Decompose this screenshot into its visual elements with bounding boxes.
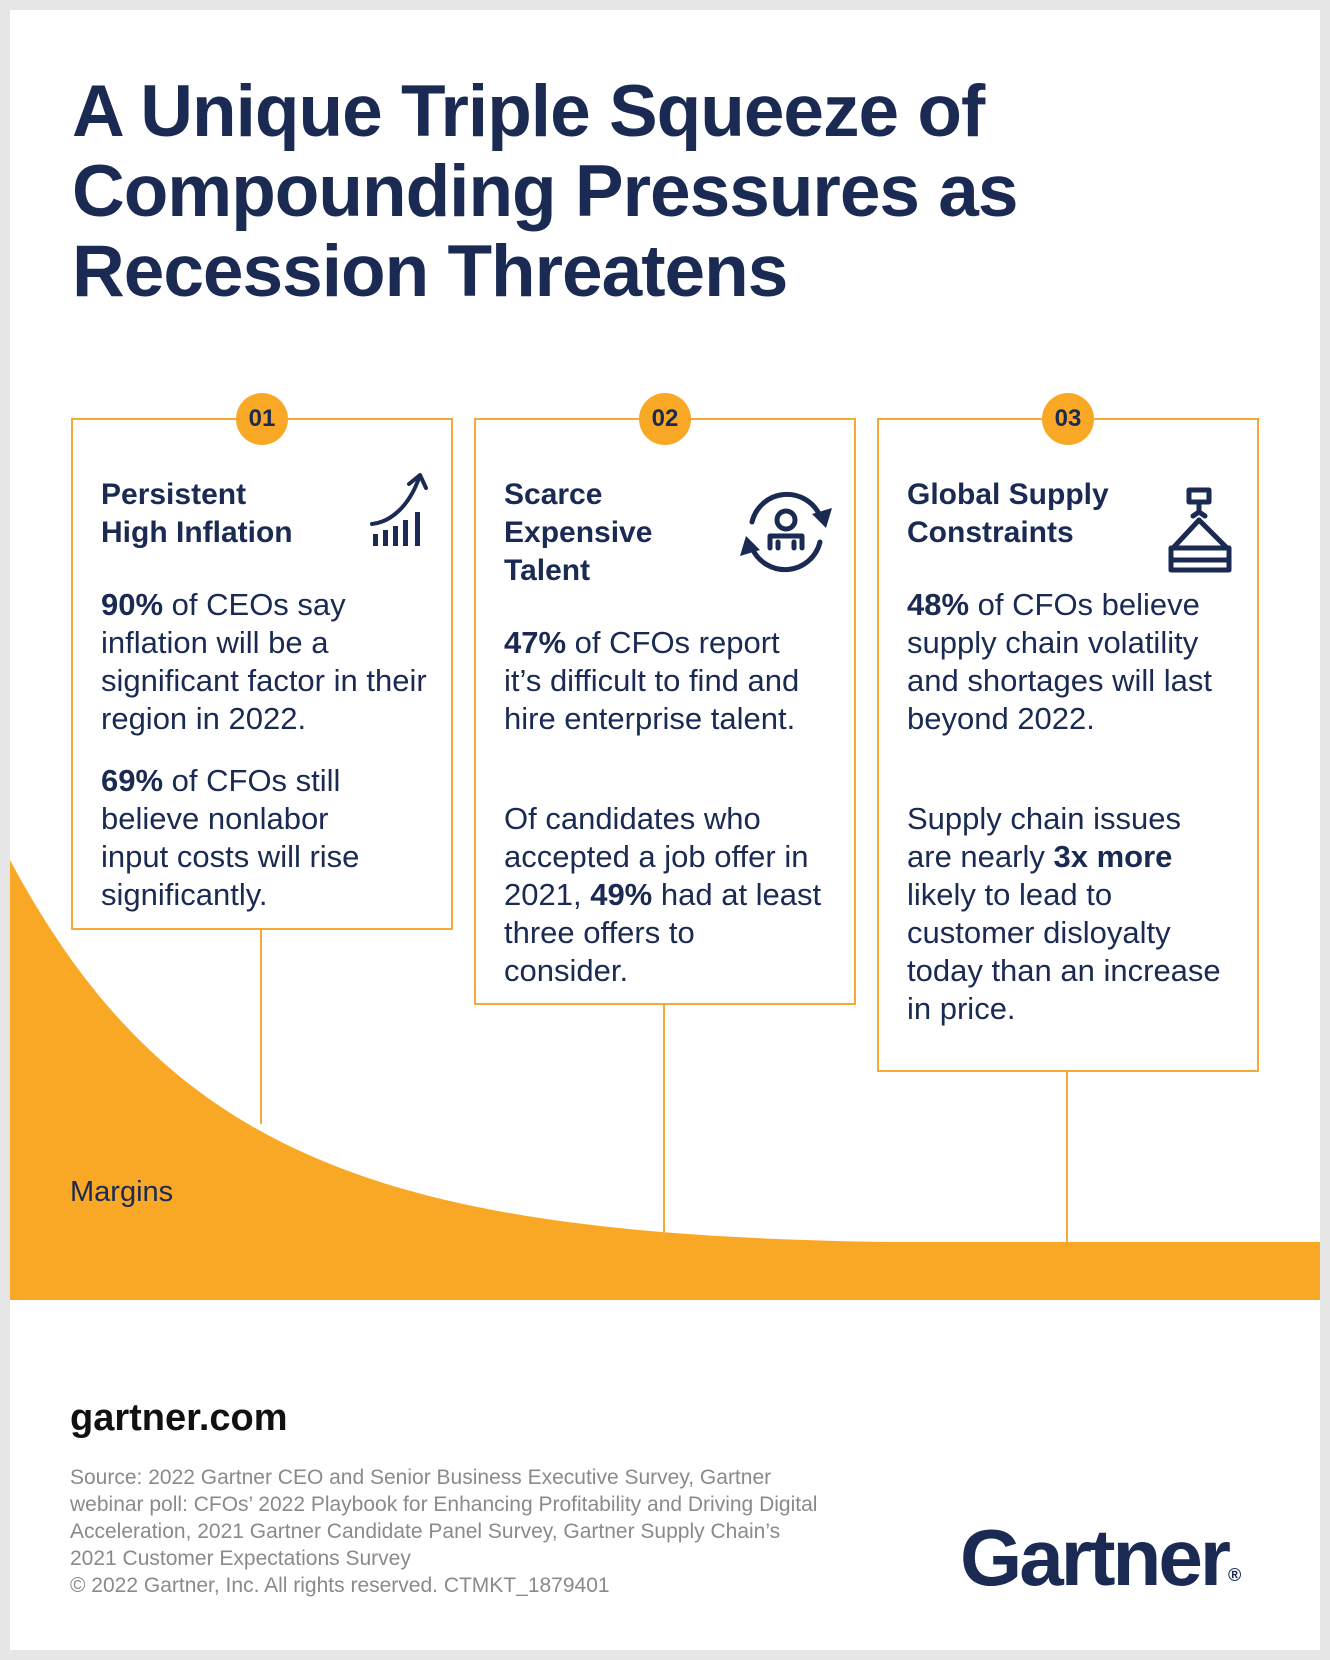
number-badge: 02 (639, 393, 691, 445)
pressure-card-supply: 03 Global Supply Constraints 48% of CFOs… (877, 393, 1259, 1072)
gartner-logo: Gartner® (960, 1513, 1242, 1602)
stat-paragraph: 90% of CEOs say inflation will be a sign… (101, 587, 427, 736)
stat-paragraph: 47% of CFOs report it’s difficult to fin… (504, 625, 800, 736)
connector-01 (260, 928, 262, 1124)
copyright-notice: © 2022 Gartner, Inc. All rights reserved… (70, 1574, 610, 1597)
crane-hook-load-icon (1168, 487, 1232, 573)
stat-paragraph: 69% of CFOs still believe nonlabor input… (101, 763, 360, 912)
stat-paragraph: Of candidates who accepted a job offer i… (504, 801, 822, 988)
stat-paragraph: 48% of CFOs believe supply chain volatil… (907, 587, 1212, 736)
gartner-website-link[interactable]: gartner.com (70, 1397, 288, 1439)
page-title: A Unique Triple Squeeze of Compounding P… (72, 71, 1019, 312)
number-badge: 01 (236, 393, 288, 445)
margins-curve (10, 860, 1320, 1300)
connector-02 (663, 1003, 665, 1239)
margins-label: Margins (70, 1176, 174, 1208)
number-badge: 03 (1042, 393, 1094, 445)
person-cycle-arrows-icon (740, 491, 832, 573)
pressure-card-inflation: 01 Persistent High Inflation 90% of CEOs… (71, 393, 453, 930)
connector-03 (1066, 1070, 1068, 1242)
pressure-card-talent: 02 Scarce Expensive Talent 47% of CFOs r… (474, 393, 856, 1005)
pressure-title: Scarce Expensive Talent (504, 478, 653, 587)
rising-bar-chart-icon (370, 473, 428, 546)
source-citation: Source: 2022 Gartner CEO and Senior Busi… (70, 1466, 818, 1597)
stat-paragraph: Supply chain issues are nearly 3x more l… (907, 801, 1221, 1026)
infographic-card: A Unique Triple Squeeze of Compounding P… (10, 10, 1320, 1650)
pressure-title: Persistent High Inflation (101, 478, 293, 549)
pressure-title: Global Supply Constraints (907, 478, 1109, 549)
